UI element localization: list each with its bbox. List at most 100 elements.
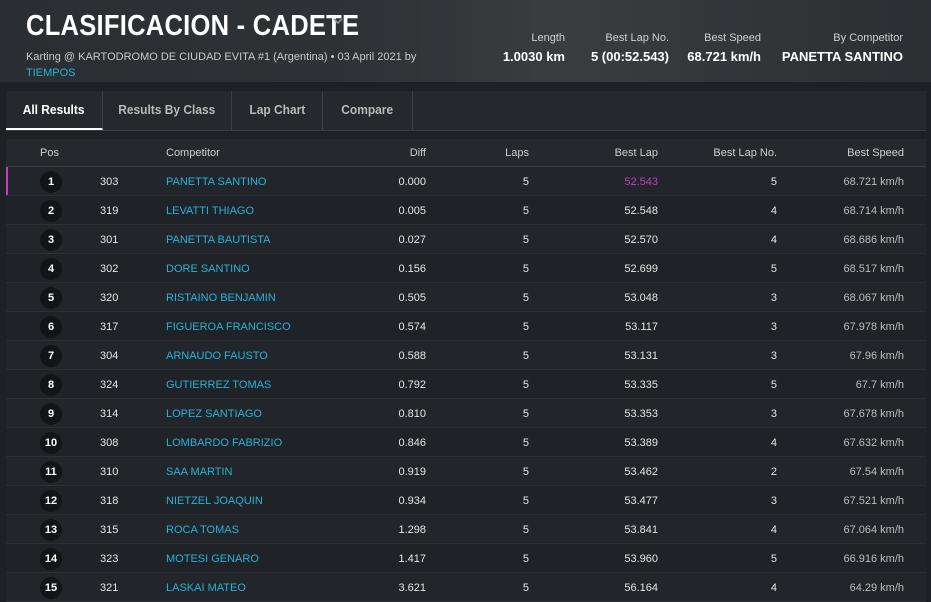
competitor-link[interactable]: ROCA TOMAS: [166, 524, 239, 536]
best-lap-no-value: 4: [770, 582, 777, 594]
table-row[interactable]: 11 310 SAA MARTIN 0.919 5 53.462 2 67.54 km/h: [6, 457, 926, 486]
tab-all-results[interactable]: All Results: [6, 91, 103, 130]
table-row[interactable]: 15 321 LASKAI MATEO 3.621 5 56.164 4 64.29 km/h: [6, 573, 926, 602]
laps-value: 5: [522, 524, 529, 536]
kart-number: 321: [100, 582, 119, 594]
table-row[interactable]: 3 301 PANETTA BAUTISTA 0.027 5 52.570 4 68.686 …: [6, 225, 926, 254]
best-lap-no-value: 3: [770, 321, 777, 333]
best-lap-no-value: 3: [770, 350, 777, 362]
diff-value: 0.846: [398, 437, 426, 449]
kart-number: 304: [100, 350, 119, 362]
competitor-link[interactable]: LOPEZ SANTIAGO: [166, 408, 262, 420]
table-row[interactable]: 4 302 DORE SANTINO 0.156 5 52.699 5 68.517 km/h: [6, 254, 926, 283]
position-badge: 1: [40, 171, 62, 193]
kart-number: 314: [100, 408, 119, 420]
best-lap-value: 53.960: [624, 553, 658, 565]
position-badge: 10: [40, 432, 62, 454]
diff-value: 1.298: [398, 524, 426, 536]
table-row[interactable]: 12 318 NIETZEL JOAQUIN 0.934 5 53.477 3 67.521 …: [6, 486, 926, 515]
best-lap-no-value: 3: [770, 292, 777, 304]
best-lap-value: 53.389: [624, 437, 658, 449]
best-lap-no-value: 3: [770, 495, 777, 507]
best-lap-value: 53.462: [624, 466, 658, 478]
column-header-laps[interactable]: Laps: [505, 147, 529, 159]
stat-value: 5 (00:52.543): [590, 49, 669, 64]
kart-number: 301: [100, 234, 119, 246]
laps-value: 5: [522, 495, 529, 507]
best-speed-value: 68.714 km/h: [843, 205, 904, 217]
table-row[interactable]: 5 320 RISTAINO BENJAMIN 0.505 5 53.048 3 68.067…: [6, 283, 926, 312]
table-row[interactable]: 14 323 MOTESI GENARO 1.417 5 53.960 5 66.916 km…: [6, 544, 926, 573]
table-row[interactable]: 7 304 ARNAUDO FAUSTO 0.588 5 53.131 3 67.96 km/…: [6, 341, 926, 370]
laps-value: 5: [522, 234, 529, 246]
competitor-link[interactable]: ARNAUDO FAUSTO: [166, 350, 268, 362]
tab-results-by-class[interactable]: Results By Class: [103, 91, 232, 130]
column-header-best-lap-no[interactable]: Best Lap No.: [713, 147, 777, 159]
competitor-link[interactable]: NIETZEL JOAQUIN: [166, 495, 263, 507]
stat-by-competitor: By Competitor PANETTA SANTINO: [782, 32, 903, 64]
tab-lap-chart[interactable]: Lap Chart: [232, 91, 323, 130]
column-header-pos[interactable]: Pos: [40, 147, 59, 159]
stat-best-lap-no: Best Lap No. 5 (00:52.543): [591, 32, 669, 64]
results-table: Pos Competitor Diff Laps Best Lap Best L…: [6, 139, 926, 602]
best-lap-value: 56.164: [624, 582, 658, 594]
column-header-best-speed[interactable]: Best Speed: [847, 147, 904, 159]
best-speed-value: 68.517 km/h: [843, 263, 904, 275]
diff-value: 0.156: [398, 263, 426, 275]
diff-value: 0.000: [398, 176, 426, 188]
competitor-link[interactable]: PANETTA BAUTISTA: [166, 234, 271, 246]
diff-value: 1.417: [398, 553, 426, 565]
table-row[interactable]: 6 317 FIGUEROA FRANCISCO 0.574 5 53.117 3 67.97…: [6, 312, 926, 341]
column-header-diff[interactable]: Diff: [409, 147, 426, 159]
competitor-link[interactable]: LEVATTI THIAGO: [166, 205, 255, 217]
organizer-link[interactable]: TIEMPOS: [26, 67, 76, 79]
competitor-link[interactable]: LOMBARDO FABRIZIO: [166, 437, 283, 449]
competitor-link[interactable]: DORE SANTINO: [166, 263, 250, 275]
competitor-link[interactable]: RISTAINO BENJAMIN: [166, 292, 276, 304]
event-subtitle: Karting @ KARTODROMO DE CIUDAD EVITA #1 …: [26, 51, 417, 63]
kart-number: 324: [100, 379, 119, 391]
stat-label: Length: [531, 32, 565, 44]
chevron-down-icon[interactable]: [333, 16, 343, 26]
position-badge: 15: [40, 577, 62, 599]
tab-label: Lap Chart: [249, 102, 305, 117]
competitor-link[interactable]: MOTESI GENARO: [166, 553, 259, 565]
position-badge: 8: [40, 374, 62, 396]
laps-value: 5: [522, 582, 529, 594]
stat-value: 68.721 km/h: [687, 49, 761, 64]
competitor-link[interactable]: GUTIERREZ TOMAS: [166, 379, 272, 391]
table-row[interactable]: 10 308 LOMBARDO FABRIZIO 0.846 5 53.389 4 67.63…: [6, 428, 926, 457]
competitor-link[interactable]: FIGUEROA FRANCISCO: [166, 321, 291, 333]
stat-best-speed: Best Speed 68.721 km/h: [687, 32, 761, 64]
laps-value: 5: [522, 408, 529, 420]
position-badge: 14: [40, 548, 62, 570]
kart-number: 303: [100, 176, 119, 188]
column-header-best-lap[interactable]: Best Lap: [614, 147, 658, 159]
best-speed-value: 67.678 km/h: [843, 408, 904, 420]
position-badge: 6: [40, 316, 62, 338]
page-title: CLASIFICACION - CADETE: [26, 10, 360, 42]
table-row[interactable]: 9 314 LOPEZ SANTIAGO 0.810 5 53.353 3 67.678 km…: [6, 399, 926, 428]
competitor-link[interactable]: SAA MARTIN: [166, 466, 233, 478]
competitor-link[interactable]: PANETTA SANTINO: [166, 176, 267, 188]
table-row[interactable]: 13 315 ROCA TOMAS 1.298 5 53.841 4 67.064 km/h: [6, 515, 926, 544]
diff-value: 0.005: [398, 205, 426, 217]
kart-number: 310: [100, 466, 119, 478]
competitor-link[interactable]: LASKAI MATEO: [166, 582, 246, 594]
position-badge: 12: [40, 490, 62, 512]
diff-value: 0.505: [398, 292, 426, 304]
diff-value: 0.027: [398, 234, 426, 246]
diff-value: 0.588: [398, 350, 426, 362]
tab-compare[interactable]: Compare: [323, 91, 413, 130]
best-lap-no-value: 2: [770, 466, 777, 478]
table-row[interactable]: 2 319 LEVATTI THIAGO 0.005 5 52.548 4 68.714 km…: [6, 196, 926, 225]
best-speed-value: 68.686 km/h: [843, 234, 904, 246]
column-header-competitor[interactable]: Competitor: [166, 147, 220, 159]
best-lap-no-value: 5: [770, 263, 777, 275]
diff-value: 0.810: [398, 408, 426, 420]
laps-value: 5: [522, 176, 529, 188]
best-speed-value: 64.29 km/h: [849, 582, 904, 594]
table-row[interactable]: 8 324 GUTIERREZ TOMAS 0.792 5 53.335 5 67.7 km/…: [6, 370, 926, 399]
table-row[interactable]: 1 303 PANETTA SANTINO 0.000 5 52.543 5 68.721 k…: [6, 167, 926, 196]
best-speed-value: 67.7 km/h: [855, 379, 904, 391]
